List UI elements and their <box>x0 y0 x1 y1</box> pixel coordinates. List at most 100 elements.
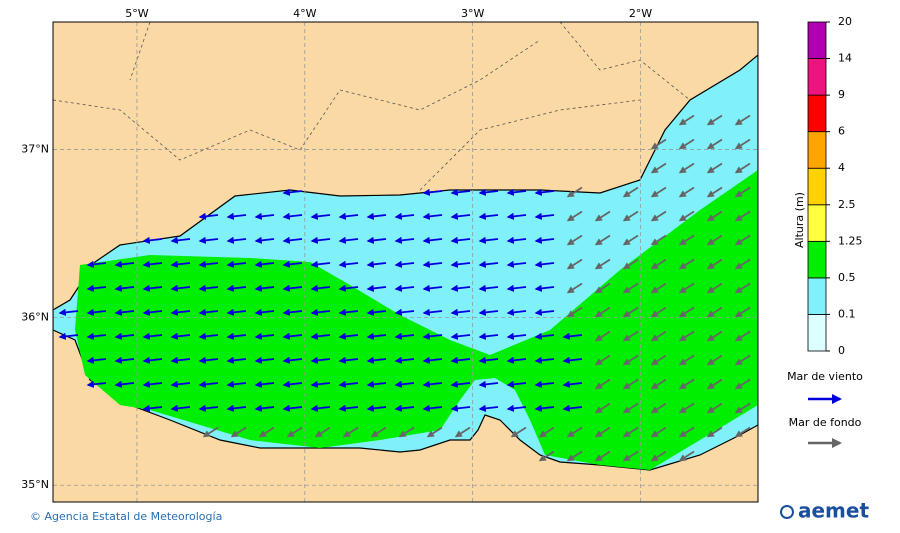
wind-sea-arrow <box>86 308 107 316</box>
wind-sea-arrow <box>86 260 107 268</box>
swell-arrow <box>734 378 751 390</box>
wind-sea-arrow <box>506 356 527 364</box>
wind-sea-arrow <box>534 332 555 340</box>
wind-sea-arrow <box>282 212 303 220</box>
wind-sea-arrow <box>226 380 247 388</box>
swell-arrow <box>734 114 751 126</box>
wind-sea-arrow <box>506 284 527 292</box>
swell-arrow <box>622 354 639 366</box>
wind-sea-arrow <box>534 236 555 244</box>
wind-sea-arrow <box>170 236 191 244</box>
swell-arrow <box>706 234 723 246</box>
swell-arrow <box>706 186 723 198</box>
swell-arrow <box>566 306 583 318</box>
swell-arrow <box>622 378 639 390</box>
wind-sea-arrow <box>478 236 499 244</box>
wind-sea-arrow <box>310 212 331 220</box>
swell-arrow <box>706 138 723 150</box>
wind-sea-arrow <box>282 260 303 268</box>
wind-sea-arrow <box>478 380 499 388</box>
swell-arrow <box>650 306 667 318</box>
wind-sea-arrow <box>170 356 191 364</box>
wind-sea-arrow <box>114 332 135 340</box>
wind-sea-arrow <box>562 380 583 388</box>
wind-sea-arrow <box>170 404 191 412</box>
map-frame <box>52 21 759 503</box>
wind-sea-arrow <box>422 212 443 220</box>
wind-sea-arrow <box>478 404 499 412</box>
swell-arrow <box>650 426 667 438</box>
wind-sea-arrow <box>506 380 527 388</box>
swell-arrow <box>734 306 751 318</box>
swell-arrow <box>650 210 667 222</box>
swell-arrow <box>678 378 695 390</box>
wind-sea-arrow <box>506 260 527 268</box>
swell-arrow <box>286 426 303 438</box>
wind-sea-arrow <box>478 332 499 340</box>
wind-sea-arrow <box>394 260 415 268</box>
wind-sea-arrow <box>114 308 135 316</box>
swell-arrow <box>594 450 611 462</box>
wind-sea-arrow <box>282 356 303 364</box>
colorbar-label: 14 <box>838 52 852 65</box>
wind-sea-arrow <box>254 356 275 364</box>
colorbar-label: 4 <box>838 161 845 174</box>
wind-sea-arrow <box>366 212 387 220</box>
wind-sea-arrow <box>254 308 275 316</box>
border-lines <box>53 22 691 191</box>
swell-arrow <box>594 378 611 390</box>
swell-arrow <box>706 306 723 318</box>
wind-sea-arrow <box>198 356 219 364</box>
swell-arrow <box>258 426 275 438</box>
wind-sea-arrow <box>450 212 471 220</box>
swell-arrow <box>734 402 751 414</box>
swell-arrow <box>538 426 555 438</box>
swell-arrow <box>510 426 527 438</box>
swell-arrow <box>594 282 611 294</box>
swell-arrow <box>594 210 611 222</box>
swell-arrow <box>678 258 695 270</box>
wind-sea-arrow <box>282 188 303 196</box>
wind-sea-arrow <box>478 308 499 316</box>
colorbar: 0 0.1 0.5 1.25 2.5 4 6 9 14 20 <box>807 15 863 357</box>
wind-sea-arrow <box>170 284 191 292</box>
wind-sea-arrow <box>338 380 359 388</box>
wind-sea-arrow <box>142 404 163 412</box>
wind-sea-arrow <box>506 404 527 412</box>
swell-arrow <box>650 450 667 462</box>
wind-sea-arrow <box>478 356 499 364</box>
colorbar-cell <box>807 94 827 133</box>
swell-arrow <box>706 378 723 390</box>
wind-sea-arrow <box>338 332 359 340</box>
wind-sea-arrow <box>198 332 219 340</box>
wind-sea-arrow <box>282 308 303 316</box>
colorbar-label: 9 <box>838 88 845 101</box>
wind-sea-arrow <box>86 332 107 340</box>
wind-sea-arrow <box>394 380 415 388</box>
swell-arrow <box>734 186 751 198</box>
wind-sea-arrow <box>534 308 555 316</box>
wind-sea-arrow <box>338 308 359 316</box>
wind-sea-arrow <box>142 380 163 388</box>
lon-tick-label: 5°W <box>125 7 148 20</box>
swell-arrow <box>678 162 695 174</box>
swell-arrow <box>566 234 583 246</box>
swell-arrow <box>706 330 723 342</box>
wind-sea-arrow <box>170 332 191 340</box>
wind-sea-arrow <box>86 380 107 388</box>
swell-arrow <box>650 378 667 390</box>
lat-tick-label: 35°N <box>21 478 49 491</box>
swell-arrow <box>734 258 751 270</box>
wind-sea-arrow <box>338 260 359 268</box>
wind-sea-arrow <box>114 356 135 364</box>
wind-sea-arrow <box>394 236 415 244</box>
legend-label: Mar de fondo <box>789 416 862 429</box>
wind-sea-arrow <box>226 404 247 412</box>
swell-arrow <box>650 186 667 198</box>
swell-arrow <box>734 210 751 222</box>
wind-sea-arrow <box>198 212 219 220</box>
colorbar-cell <box>807 131 827 169</box>
lat-tick-label: 36°N <box>21 310 49 323</box>
swell-arrow <box>678 402 695 414</box>
swell-arrow <box>566 426 583 438</box>
